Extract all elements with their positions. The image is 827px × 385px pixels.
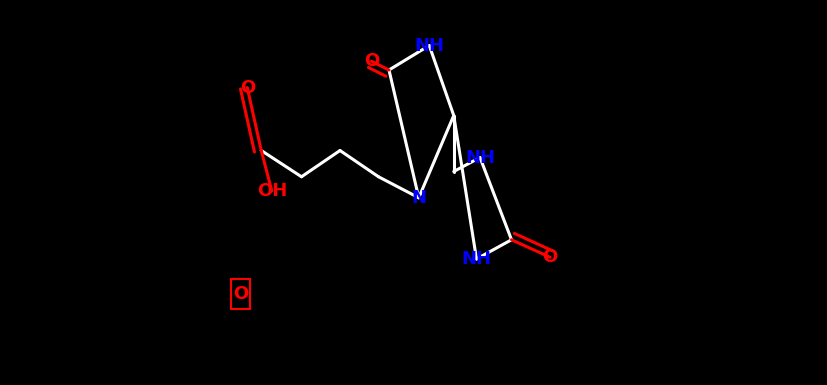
Text: N: N bbox=[411, 189, 426, 207]
Text: NH: NH bbox=[461, 250, 491, 268]
Text: O: O bbox=[232, 285, 248, 303]
Text: NH: NH bbox=[414, 37, 444, 55]
Text: O: O bbox=[240, 79, 255, 97]
Text: NH: NH bbox=[465, 149, 495, 166]
Text: O: O bbox=[364, 52, 379, 70]
Bar bbox=[231, 279, 250, 310]
Text: O: O bbox=[543, 248, 557, 266]
Text: OH: OH bbox=[256, 182, 287, 200]
